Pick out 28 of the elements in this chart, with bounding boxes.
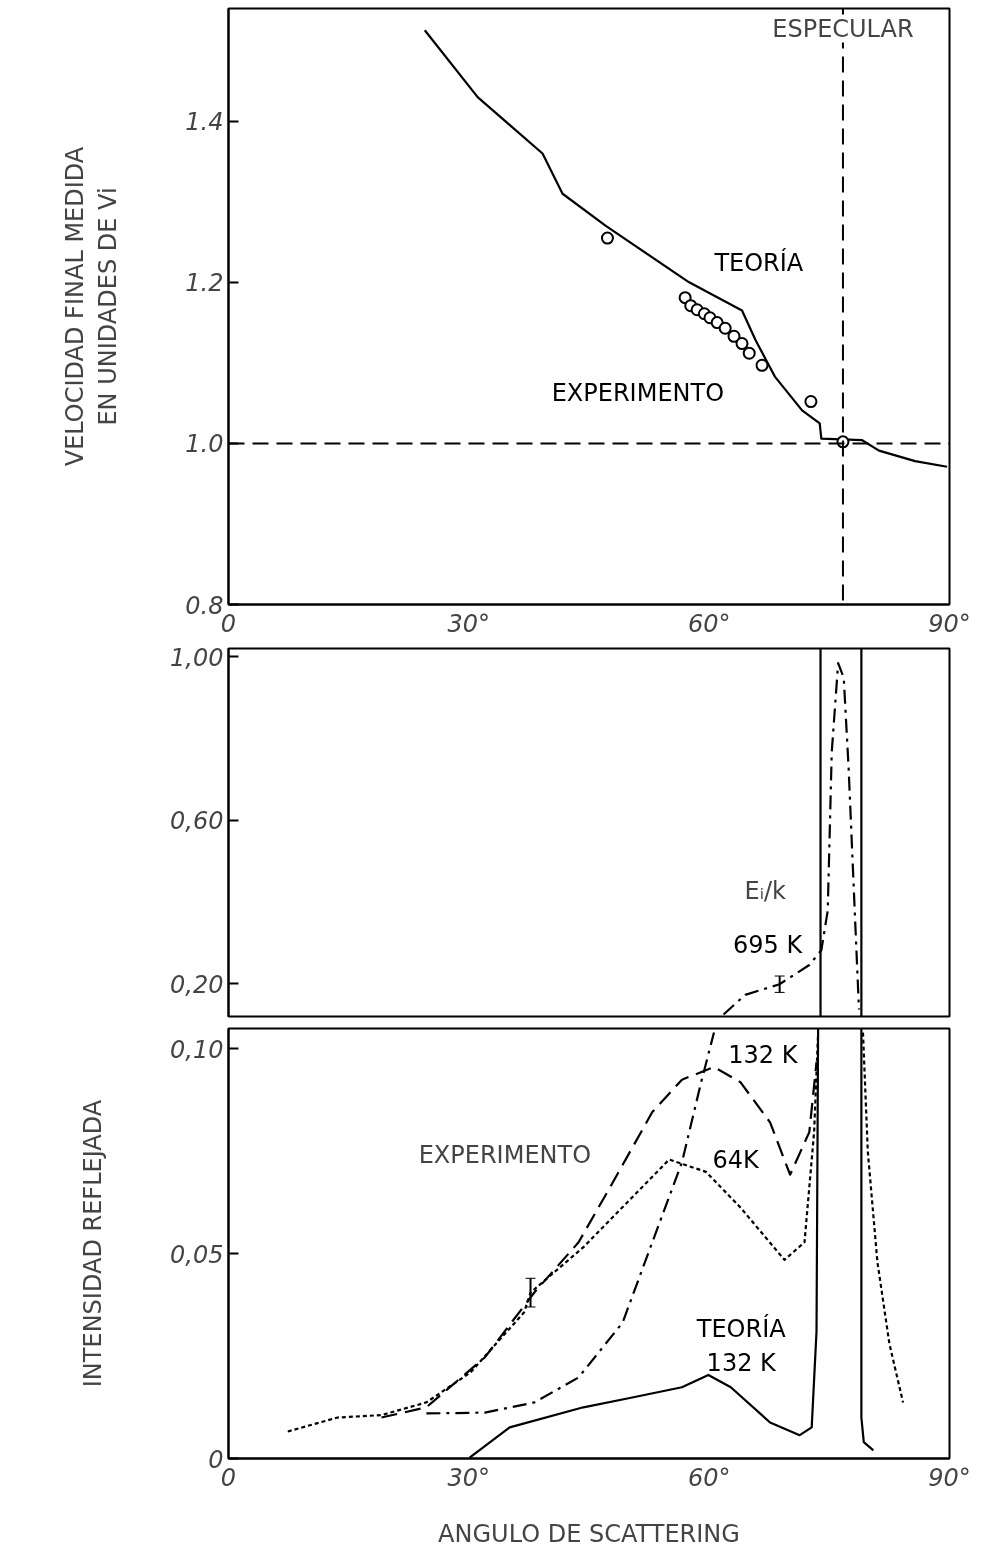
annotation: EXPERIMENTO (418, 1140, 592, 1169)
y-tick-label: 0 (208, 1445, 224, 1474)
x-axis-title: ANGULO DE SCATTERING (438, 1519, 740, 1548)
annotation: Eᵢ/k (744, 876, 787, 905)
x-tick-label: 90° (928, 1463, 971, 1492)
series-label: EXPERIMENTO (551, 379, 725, 408)
series-label: TEORÍA (713, 248, 804, 278)
x-tick-label: 60° (687, 1463, 731, 1492)
y-tick-label: 1,00 (170, 643, 224, 672)
x-tick-label: 90° (928, 609, 971, 638)
y-tick-label: 1.2 (185, 269, 224, 298)
y-tick-label: 1.4 (185, 108, 224, 137)
y-axis-title: INTENSIDAD REFLEJADA (79, 1099, 108, 1388)
ref-line-label: ESPECULAR (772, 14, 914, 43)
y-tick-label: 0.8 (185, 591, 224, 620)
y-tick-label: 0,60 (170, 807, 224, 836)
y-tick-label: 0,20 (170, 970, 224, 999)
x-tick-label: 30° (447, 1463, 491, 1492)
y-tick-label: 1.0 (185, 430, 224, 459)
y-tick-label: 0,10 (170, 1035, 224, 1064)
series-label: 64K (712, 1145, 760, 1174)
y-tick-label: 0,05 (170, 1240, 224, 1269)
series-label: TEORÍA 132 K (695, 1314, 787, 1377)
x-tick-label: 30° (447, 609, 491, 638)
y-axis-title: VELOCIDAD FINAL MEDIDA EN UNIDADES DE Vi (60, 146, 123, 467)
series-label: 132 K (728, 1040, 799, 1069)
x-tick-label: 60° (687, 609, 731, 638)
series-label: 695 K (733, 931, 804, 960)
